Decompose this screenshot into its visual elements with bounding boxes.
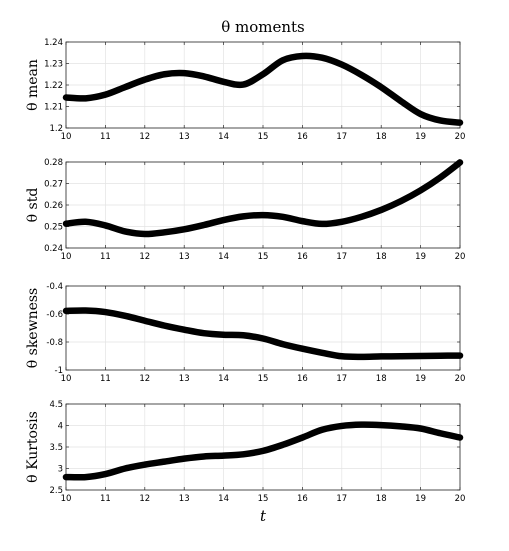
- x-tick-label: 15: [258, 374, 269, 384]
- x-tick-label: 10: [61, 132, 72, 142]
- series-line: [62, 52, 464, 126]
- x-tick-label: 20: [455, 374, 466, 384]
- y-tick-label: -0.8: [46, 338, 63, 348]
- x-tick-label: 17: [336, 132, 347, 142]
- y-axis-label: θ Kurtosis: [25, 411, 41, 483]
- x-tick-label: 10: [61, 494, 72, 504]
- x-tick-label: 18: [376, 132, 387, 142]
- x-tick-label: 13: [179, 494, 190, 504]
- x-tick-label: 20: [455, 494, 466, 504]
- x-tick-label: 10: [61, 252, 72, 262]
- y-tick-label: -1: [55, 366, 63, 376]
- x-tick-label: 17: [336, 494, 347, 504]
- figure-title: θ moments: [221, 18, 305, 36]
- y-tick-label: 3.5: [49, 443, 63, 453]
- x-tick-label: 19: [415, 252, 426, 262]
- y-tick-label: 4.5: [49, 400, 63, 410]
- x-tick-label: 14: [218, 252, 229, 262]
- y-tick-label: -0.6: [46, 310, 63, 320]
- x-tick-label: 12: [139, 132, 150, 142]
- y-tick-label: 1.2: [49, 124, 63, 134]
- subplot-3: 10 11 12 13 14 15 16 17 18 19 20 -1 -0.8 -0.6 -0.4 θ sk…: [25, 282, 465, 384]
- y-tick-label: 3: [58, 465, 63, 475]
- x-tick-label: 16: [297, 374, 308, 384]
- x-tick-label: 18: [376, 494, 387, 504]
- x-tick-label: 15: [258, 132, 269, 142]
- x-tick-label: 18: [376, 374, 387, 384]
- y-axis-label: θ mean: [25, 59, 41, 111]
- x-tick-label: 11: [100, 494, 111, 504]
- y-axis-label: θ skewness: [25, 288, 41, 369]
- series-line: [62, 421, 464, 481]
- y-tick-label: 0.25: [44, 223, 63, 233]
- subplot-2: 10 11 12 13 14 15 16 17 18 19 20 0.24 0.25 0.26 0.27 0.…: [25, 158, 465, 262]
- x-tick-label: 10: [61, 374, 72, 384]
- y-tick-label: 4: [58, 422, 63, 432]
- x-tick-label: 14: [218, 494, 229, 504]
- y-axis-label: θ std: [25, 188, 41, 223]
- x-tick-label: 20: [455, 252, 466, 262]
- series-line: [62, 307, 464, 361]
- x-tick-label: 15: [258, 252, 269, 262]
- subplot-4: 10 11 12 13 14 15 16 17 18 19 20 2.5 3 3.5 4 4.5 θ Kurto…: [25, 400, 465, 504]
- x-tick-label: 14: [218, 374, 229, 384]
- y-tick-label: 1.21: [44, 103, 63, 113]
- x-tick-label: 19: [415, 132, 426, 142]
- x-tick-label: 12: [139, 252, 150, 262]
- x-tick-label: 17: [336, 374, 347, 384]
- series-line: [62, 159, 464, 238]
- y-tick-label: 0.24: [44, 244, 63, 254]
- x-tick-label: 13: [179, 132, 190, 142]
- y-tick-label: 0.27: [44, 180, 63, 190]
- y-tick-label: 0.26: [44, 201, 63, 211]
- x-tick-label: 12: [139, 494, 150, 504]
- y-tick-label: 1.23: [44, 60, 63, 70]
- x-tick-label: 11: [100, 374, 111, 384]
- x-axis-label: t: [260, 507, 267, 525]
- y-tick-label: 1.24: [44, 38, 63, 48]
- y-tick-label: 0.28: [44, 158, 63, 168]
- x-tick-label: 16: [297, 494, 308, 504]
- subplot-1: 10 11 12 13 14 15 16 17 18 19 20 1.2 1.21 1.22 1.23 1.2…: [25, 38, 465, 142]
- x-tick-label: 14: [218, 132, 229, 142]
- subplot-panels: 10 11 12 13 14 15 16 17 18 19 20 1.2 1.21 1.22 1.23 1.2…: [25, 38, 465, 504]
- x-tick-label: 16: [297, 252, 308, 262]
- x-tick-label: 18: [376, 252, 387, 262]
- x-tick-label: 13: [179, 252, 190, 262]
- x-tick-label: 17: [336, 252, 347, 262]
- x-tick-label: 13: [179, 374, 190, 384]
- x-tick-label: 20: [455, 132, 466, 142]
- x-tick-label: 19: [415, 494, 426, 504]
- y-tick-label: 2.5: [49, 486, 63, 496]
- x-tick-label: 19: [415, 374, 426, 384]
- y-tick-label: 1.22: [44, 81, 63, 91]
- x-tick-label: 11: [100, 132, 111, 142]
- y-tick-label: -0.4: [46, 282, 63, 292]
- x-tick-label: 11: [100, 252, 111, 262]
- x-tick-label: 12: [139, 374, 150, 384]
- x-tick-label: 15: [258, 494, 269, 504]
- x-tick-label: 16: [297, 132, 308, 142]
